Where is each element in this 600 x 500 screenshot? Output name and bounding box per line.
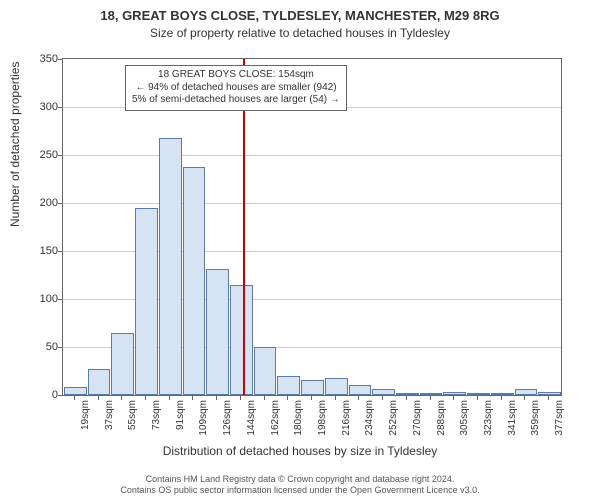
histogram-bar	[396, 393, 419, 395]
ytick-label: 300	[8, 101, 58, 113]
histogram-bar	[420, 393, 443, 395]
chart-subtitle: Size of property relative to detached ho…	[0, 24, 600, 40]
xtick-mark	[358, 395, 359, 400]
xtick-label: 305sqm	[459, 400, 470, 450]
xtick-mark	[264, 395, 265, 400]
xtick-mark	[524, 395, 525, 400]
histogram-bar	[159, 138, 182, 395]
xtick-mark	[240, 395, 241, 400]
histogram-bar	[135, 208, 158, 395]
xtick-mark	[169, 395, 170, 400]
xtick-label: 359sqm	[530, 400, 541, 450]
annotation-box: 18 GREAT BOYS CLOSE: 154sqm← 94% of deta…	[125, 65, 347, 111]
xtick-label: 341sqm	[507, 400, 518, 450]
histogram-bar	[206, 269, 229, 395]
xtick-mark	[192, 395, 193, 400]
xtick-label: 73sqm	[151, 400, 162, 450]
ytick-mark	[58, 59, 63, 60]
xtick-label: 180sqm	[293, 400, 304, 450]
histogram-bar	[254, 347, 277, 395]
histogram-bar	[515, 389, 538, 395]
xtick-mark	[382, 395, 383, 400]
xtick-label: 216sqm	[341, 400, 352, 450]
ytick-mark	[58, 203, 63, 204]
xtick-label: 234sqm	[364, 400, 375, 450]
histogram-bar	[230, 285, 253, 395]
ytick-mark	[58, 107, 63, 108]
chart-title: 18, GREAT BOYS CLOSE, TYLDESLEY, MANCHES…	[0, 0, 600, 24]
xtick-label: 377sqm	[554, 400, 565, 450]
xtick-mark	[406, 395, 407, 400]
xtick-label: 288sqm	[436, 400, 447, 450]
xtick-mark	[145, 395, 146, 400]
xtick-label: 55sqm	[127, 400, 138, 450]
chart-container: 18, GREAT BOYS CLOSE, TYLDESLEY, MANCHES…	[0, 0, 600, 500]
xtick-mark	[501, 395, 502, 400]
histogram-bar	[111, 333, 134, 395]
histogram-bar	[349, 385, 372, 395]
footer-attribution: Contains HM Land Registry data © Crown c…	[0, 474, 600, 496]
annotation-line-3: 5% of semi-detached houses are larger (5…	[132, 94, 340, 107]
xtick-mark	[477, 395, 478, 400]
xtick-label: 37sqm	[104, 400, 115, 450]
gridline	[63, 203, 561, 204]
xtick-mark	[121, 395, 122, 400]
ytick-mark	[58, 347, 63, 348]
xtick-mark	[287, 395, 288, 400]
histogram-bar	[372, 389, 395, 395]
ytick-label: 150	[8, 245, 58, 257]
ytick-mark	[58, 299, 63, 300]
histogram-bar	[325, 378, 348, 395]
xtick-mark	[98, 395, 99, 400]
gridline	[63, 155, 561, 156]
footer-line-2: Contains OS public sector information li…	[0, 485, 600, 496]
xtick-label: 162sqm	[270, 400, 281, 450]
histogram-bar	[277, 376, 300, 395]
annotation-line-1: 18 GREAT BOYS CLOSE: 154sqm	[132, 69, 340, 82]
xtick-mark	[453, 395, 454, 400]
ytick-label: 0	[8, 389, 58, 401]
ytick-mark	[58, 251, 63, 252]
xtick-mark	[335, 395, 336, 400]
histogram-bar	[64, 387, 87, 395]
histogram-bar	[538, 392, 561, 395]
ytick-mark	[58, 155, 63, 156]
xtick-label: 198sqm	[317, 400, 328, 450]
ytick-label: 200	[8, 197, 58, 209]
plot-area: 18 GREAT BOYS CLOSE: 154sqm← 94% of deta…	[62, 58, 562, 396]
histogram-bar	[301, 380, 324, 395]
x-axis-label: Distribution of detached houses by size …	[0, 444, 600, 458]
xtick-mark	[311, 395, 312, 400]
ytick-label: 50	[8, 341, 58, 353]
xtick-label: 323sqm	[483, 400, 494, 450]
ytick-mark	[58, 395, 63, 396]
xtick-label: 144sqm	[246, 400, 257, 450]
xtick-label: 91sqm	[175, 400, 186, 450]
ytick-label: 100	[8, 293, 58, 305]
histogram-bar	[443, 392, 466, 395]
histogram-bar	[467, 393, 490, 395]
xtick-mark	[216, 395, 217, 400]
histogram-bar	[491, 393, 514, 395]
ytick-label: 250	[8, 149, 58, 161]
xtick-mark	[430, 395, 431, 400]
ytick-label: 350	[8, 53, 58, 65]
xtick-mark	[548, 395, 549, 400]
xtick-label: 19sqm	[80, 400, 91, 450]
xtick-mark	[74, 395, 75, 400]
xtick-label: 109sqm	[198, 400, 209, 450]
histogram-bar	[183, 167, 206, 395]
xtick-label: 252sqm	[388, 400, 399, 450]
xtick-label: 270sqm	[412, 400, 423, 450]
xtick-label: 126sqm	[222, 400, 233, 450]
footer-line-1: Contains HM Land Registry data © Crown c…	[0, 474, 600, 485]
annotation-line-2: ← 94% of detached houses are smaller (94…	[132, 82, 340, 95]
histogram-bar	[88, 369, 111, 395]
